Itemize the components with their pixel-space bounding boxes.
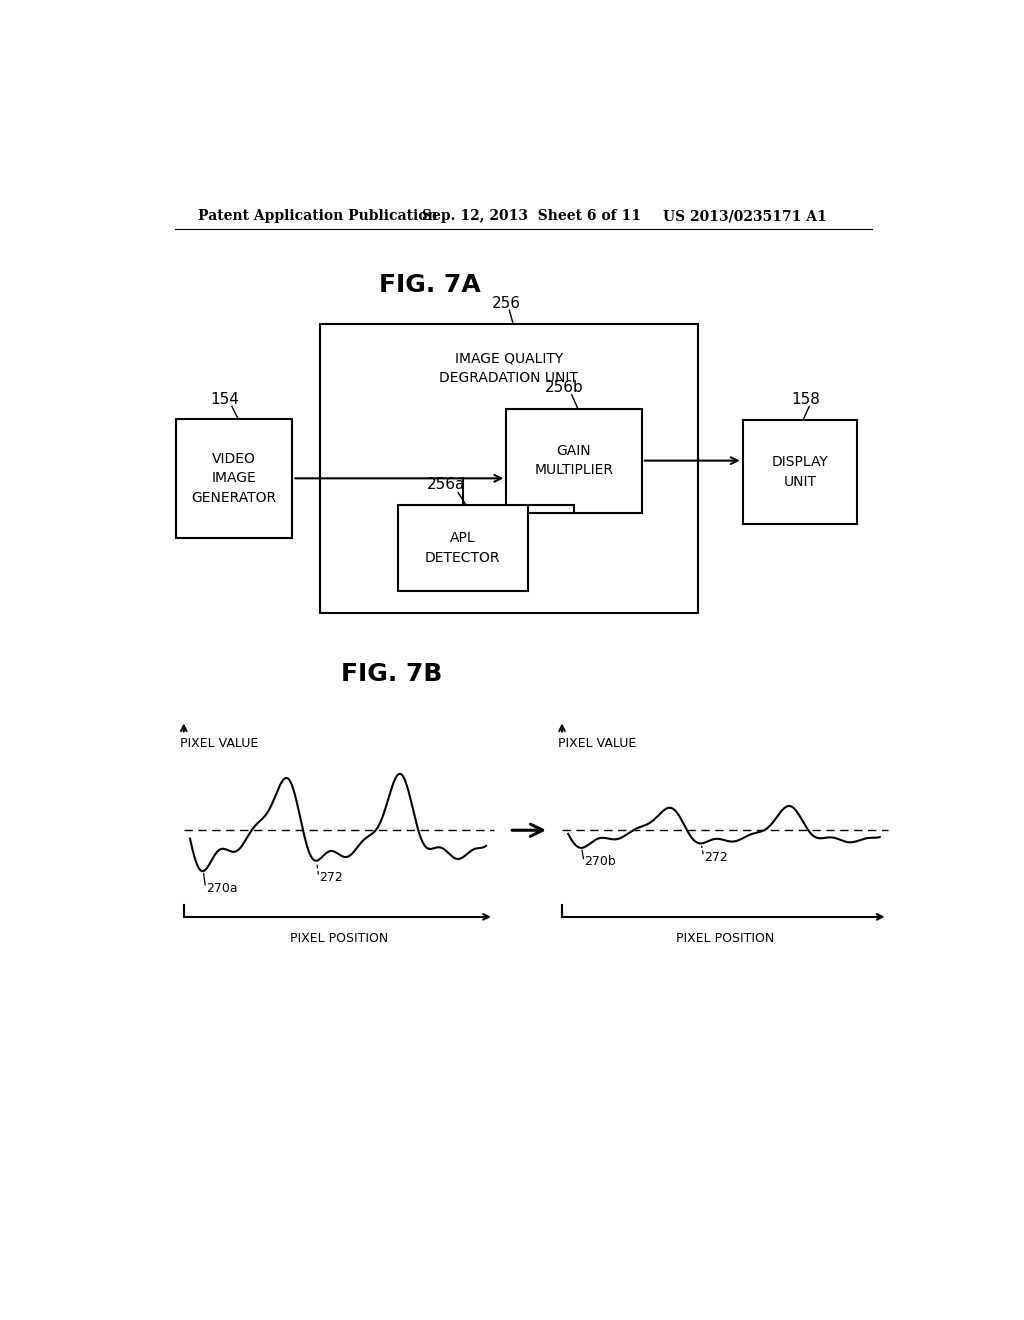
Text: 272: 272 (319, 871, 343, 884)
FancyBboxPatch shape (397, 506, 528, 591)
Text: IMAGE QUALITY
DEGRADATION UNIT: IMAGE QUALITY DEGRADATION UNIT (439, 352, 579, 385)
Text: 158: 158 (792, 392, 820, 407)
Text: 270a: 270a (206, 882, 238, 895)
Text: 270b: 270b (585, 855, 616, 869)
Text: VIDEO
IMAGE
GENERATOR: VIDEO IMAGE GENERATOR (191, 451, 276, 504)
Text: 272: 272 (703, 851, 728, 863)
Text: 256b: 256b (546, 380, 584, 396)
Text: PIXEL POSITION: PIXEL POSITION (676, 932, 774, 945)
Text: PIXEL POSITION: PIXEL POSITION (290, 932, 388, 945)
Text: 256: 256 (492, 296, 520, 310)
Text: 256a: 256a (427, 478, 465, 492)
FancyBboxPatch shape (742, 420, 857, 524)
Text: FIG. 7A: FIG. 7A (379, 273, 481, 297)
Text: PIXEL VALUE: PIXEL VALUE (180, 737, 258, 750)
Text: Patent Application Publication: Patent Application Publication (198, 209, 437, 223)
Text: PIXEL VALUE: PIXEL VALUE (558, 737, 636, 750)
Text: Sep. 12, 2013  Sheet 6 of 11: Sep. 12, 2013 Sheet 6 of 11 (423, 209, 641, 223)
FancyBboxPatch shape (321, 323, 697, 612)
Text: 154: 154 (211, 392, 240, 407)
FancyBboxPatch shape (176, 418, 292, 539)
Text: DISPLAY
UNIT: DISPLAY UNIT (771, 455, 828, 488)
Text: APL
DETECTOR: APL DETECTOR (425, 531, 501, 565)
Text: GAIN
MULTIPLIER: GAIN MULTIPLIER (535, 444, 613, 478)
Text: FIG. 7B: FIG. 7B (341, 663, 442, 686)
FancyBboxPatch shape (506, 409, 642, 512)
Text: US 2013/0235171 A1: US 2013/0235171 A1 (663, 209, 826, 223)
